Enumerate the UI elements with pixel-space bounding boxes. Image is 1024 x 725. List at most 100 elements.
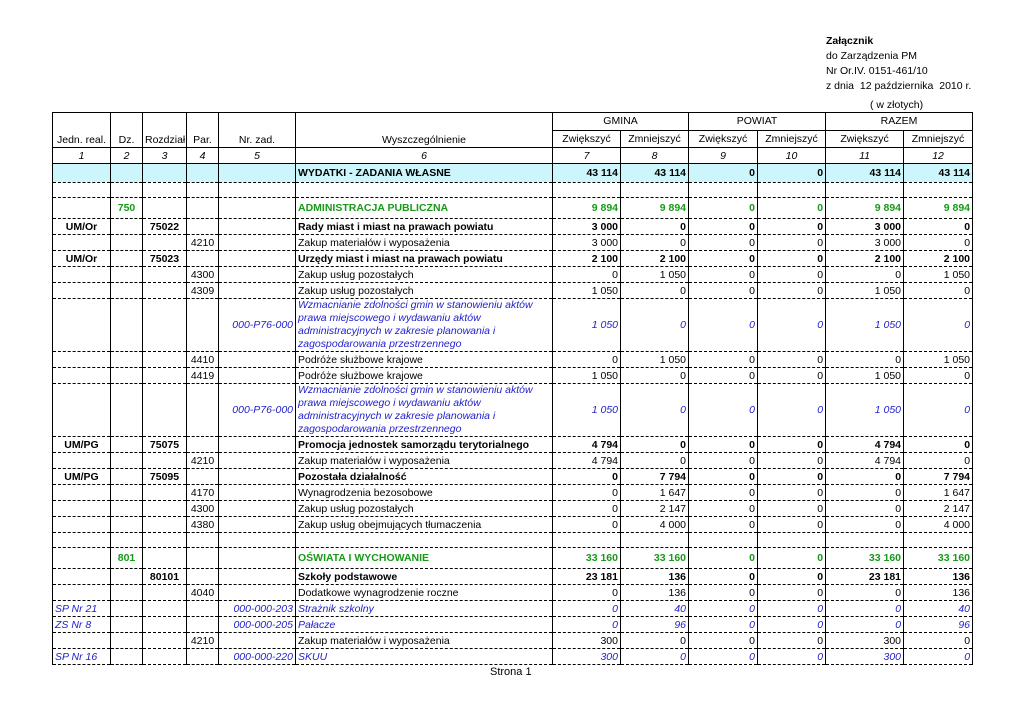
cell: 2 147 <box>903 500 974 517</box>
cell: Wzmacnianie zdolności gmin w stanowieniu… <box>295 383 553 437</box>
header-title: Załącznik <box>826 35 874 47</box>
cell <box>52 182 111 198</box>
column-header: Zmniejszyć <box>903 129 974 148</box>
cell <box>218 282 296 299</box>
cell <box>110 351 143 368</box>
cell: Podróże służbowe krajowe <box>295 351 553 368</box>
cell: 0 <box>688 234 759 251</box>
column-header: Zwiększyć <box>825 129 905 148</box>
cell: Wzmacnianie zdolności gmin w stanowieniu… <box>295 298 553 352</box>
cell: 0 <box>825 584 905 601</box>
cell: 0 <box>619 282 690 299</box>
column-header: Rozdział <box>142 112 187 148</box>
cell <box>52 266 111 283</box>
cell: 0 <box>757 163 827 183</box>
cell <box>218 584 296 601</box>
cell <box>142 516 187 533</box>
cell <box>110 266 143 283</box>
cell: 4380 <box>186 516 219 533</box>
cell: 0 <box>552 484 621 501</box>
cell: Promocja jednostek samorządu terytorialn… <box>295 436 553 453</box>
cell <box>903 182 974 198</box>
cell <box>218 163 296 183</box>
cell: 4309 <box>186 282 219 299</box>
cell: 1 050 <box>552 298 621 352</box>
cell <box>52 632 111 649</box>
cell: 136 <box>619 584 690 601</box>
column-header: Zwiększyć <box>688 129 759 148</box>
cell: 9 894 <box>552 197 621 219</box>
cell: 75095 <box>142 468 187 485</box>
cell: 0 <box>619 436 690 453</box>
cell <box>110 600 143 617</box>
cell: 136 <box>903 584 974 601</box>
budget-table: Jedn. real. Dz. Rozdział Par. Nr. zad. Wyszcz… <box>52 112 974 665</box>
cell <box>142 648 187 665</box>
cell: 40 <box>903 600 974 617</box>
cell: Zakup usług pozostałych <box>295 266 553 283</box>
cell: 0 <box>688 351 759 368</box>
table-row: UM/Or 75023 Urzędy miast i miast na prawac… <box>52 250 974 267</box>
column-header: Zmniejszyć <box>619 129 690 148</box>
cell: UM/Or <box>52 218 111 235</box>
cell: UM/PG <box>52 468 111 485</box>
cell: 0 <box>757 452 827 469</box>
cell <box>218 182 296 198</box>
cell: 43 114 <box>552 163 621 183</box>
cell: 0 <box>757 568 827 585</box>
cell: 33 160 <box>903 547 974 569</box>
cell: 0 <box>903 282 974 299</box>
table-row: 4309 Zakup usług pozostałych 1 050 0 0 0 1 050… <box>52 282 974 299</box>
cell <box>186 547 219 569</box>
cell <box>218 266 296 283</box>
cell: 4210 <box>186 632 219 649</box>
cell <box>757 532 827 548</box>
cell <box>52 516 111 533</box>
cell: 0 <box>688 500 759 517</box>
cell <box>110 500 143 517</box>
cell <box>52 383 111 437</box>
header-line: z dnia 12 października 2010 r. <box>826 80 972 92</box>
cell: Podróże służbowe krajowe <box>295 367 553 384</box>
column-number: 1 <box>52 147 111 164</box>
cell <box>218 632 296 649</box>
cell <box>186 298 219 352</box>
cell <box>52 351 111 368</box>
cell: Zakup materiałów i wyposażenia <box>295 234 553 251</box>
cell <box>186 616 219 633</box>
table-row: 4210 Zakup materiałów i wyposażenia 300 0 0 0… <box>52 632 974 649</box>
column-number: 9 <box>688 147 759 164</box>
cell: 000-000-205 <box>218 616 296 633</box>
cell: 0 <box>688 452 759 469</box>
cell: Urzędy miast i miast na prawach powiatu <box>295 250 553 267</box>
cell <box>552 182 621 198</box>
column-number: 11 <box>825 147 905 164</box>
cell: 7 794 <box>619 468 690 485</box>
cell: 9 894 <box>903 197 974 219</box>
cell <box>218 234 296 251</box>
cell <box>142 266 187 283</box>
cell: 9 894 <box>825 197 905 219</box>
cell: 0 <box>825 468 905 485</box>
table-row: ZS Nr 8 000-000-205 Pałacze 0 96 0 0 0 96 <box>52 616 974 633</box>
table-row: 000-P76-000 Wzmacnianie zdolności gmin w … <box>52 383 974 437</box>
cell: 75023 <box>142 250 187 267</box>
cell <box>110 532 143 548</box>
cell <box>110 367 143 384</box>
cell <box>142 616 187 633</box>
cell: 0 <box>825 266 905 283</box>
table-row: 4410 Podróże służbowe krajowe 0 1 050 0 0 0 1 0… <box>52 351 974 368</box>
cell: 0 <box>619 367 690 384</box>
cell <box>110 163 143 183</box>
cell: 0 <box>688 383 759 437</box>
cell <box>825 532 905 548</box>
cell <box>110 584 143 601</box>
cell <box>186 648 219 665</box>
cell: 0 <box>757 298 827 352</box>
cell: 4170 <box>186 484 219 501</box>
cell <box>142 367 187 384</box>
cell: 0 <box>825 600 905 617</box>
cell: 0 <box>619 218 690 235</box>
cell <box>110 452 143 469</box>
